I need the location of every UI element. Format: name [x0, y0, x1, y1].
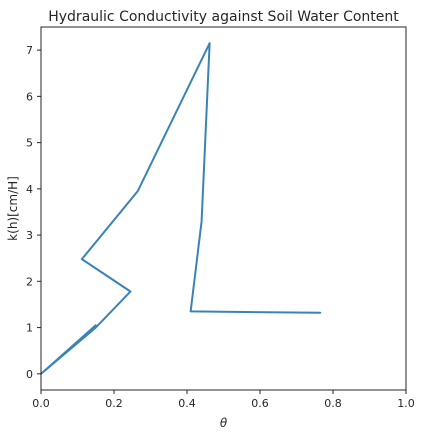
- x-axis: 0.0 0.2 0.4 0.6 0.8 1.0: [32, 390, 415, 410]
- x-tick-label: 1.0: [397, 397, 415, 410]
- x-tick-label: 0.8: [324, 397, 342, 410]
- plot-area: [40, 42, 322, 375]
- y-tick-label: 7: [26, 44, 33, 57]
- x-tick-label: 0.6: [251, 397, 269, 410]
- chart-title: Hydraulic Conductivity against Soil Wate…: [48, 9, 399, 25]
- y-tick-label: 4: [26, 183, 33, 196]
- y-tick-label: 2: [26, 275, 33, 288]
- x-axis-label: θ: [220, 416, 228, 430]
- plot-frame: [40, 26, 407, 391]
- series-line: [40, 42, 322, 375]
- y-axis-label: k(h)[cm/H]: [6, 176, 20, 241]
- x-tick-label: 0.2: [105, 397, 123, 410]
- y-tick-label: 0: [26, 368, 33, 381]
- y-tick-label: 5: [26, 137, 33, 150]
- y-tick-label: 6: [26, 90, 33, 103]
- x-tick-label: 0.4: [178, 397, 196, 410]
- y-tick-label: 1: [26, 322, 33, 335]
- x-tick-label: 0.0: [32, 397, 50, 410]
- y-axis: 0 1 2 3 4 5 6 7: [26, 44, 41, 381]
- y-tick-label: 3: [26, 229, 33, 242]
